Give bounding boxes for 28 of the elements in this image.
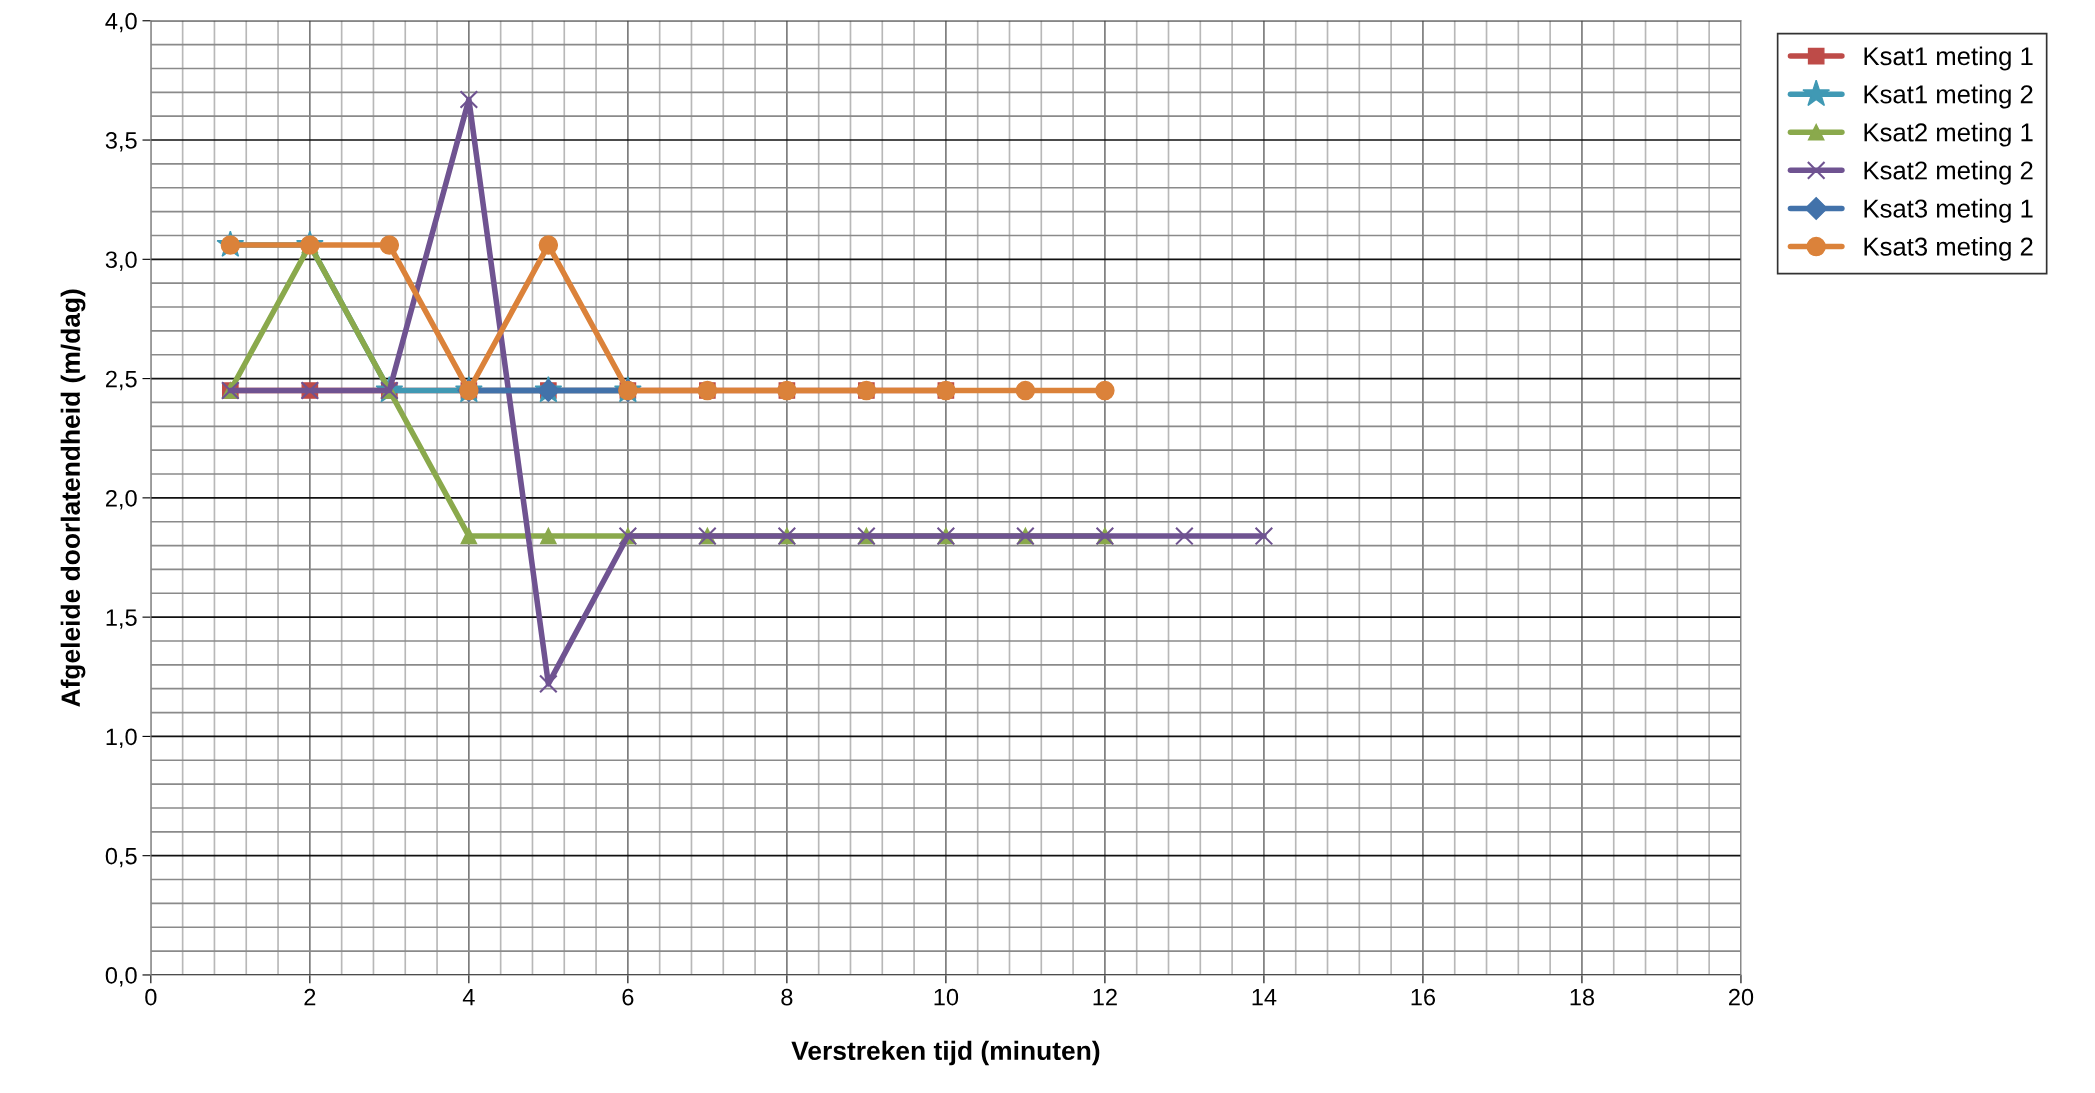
y-tick-label: 4,0 [105, 12, 137, 33]
y-tick-label: 0,0 [105, 967, 137, 987]
x-axis-title: Verstreken tijd (minuten) [791, 1040, 1100, 1066]
x-tick-label: 20 [1729, 988, 1754, 1006]
y-tick-label: 1,5 [106, 609, 137, 629]
legend-label: Ksat1 meting 1 [1864, 46, 2033, 71]
x-tick-label: 8 [781, 988, 793, 1006]
x-tick-label: 6 [622, 988, 634, 1006]
legend-label: Ksat3 meting 2 [1864, 236, 2033, 261]
legend-label: Ksat1 meting 2 [1864, 84, 2033, 109]
x-tick-label: 10 [934, 988, 959, 1006]
x-tick-label: 4 [462, 989, 475, 1006]
legend-label: Ksat2 meting 1 [1864, 122, 2033, 147]
y-tick-label: 3,5 [105, 132, 137, 152]
x-tick-label: 0 [145, 988, 157, 1006]
y-tick-label: 3,0 [105, 251, 137, 271]
y-tick-label: 2,0 [106, 489, 137, 510]
x-tick-label: 18 [1570, 988, 1595, 1006]
y-tick-label: 0,5 [105, 847, 137, 868]
x-tick-label: 2 [304, 988, 316, 1006]
y-tick-label: 1,0 [106, 728, 137, 748]
x-tick-label: 16 [1411, 988, 1436, 1006]
x-tick-label: 14 [1252, 989, 1277, 1006]
legend-label: Ksat3 meting 1 [1864, 198, 2033, 223]
y-tick-label: 2,5 [106, 370, 137, 391]
y-axis-title: Afgeleide doorlatendheid (m/dag) [60, 289, 86, 707]
x-tick-label: 12 [1093, 988, 1117, 1006]
legend-label: Ksat2 meting 2 [1864, 160, 2033, 185]
